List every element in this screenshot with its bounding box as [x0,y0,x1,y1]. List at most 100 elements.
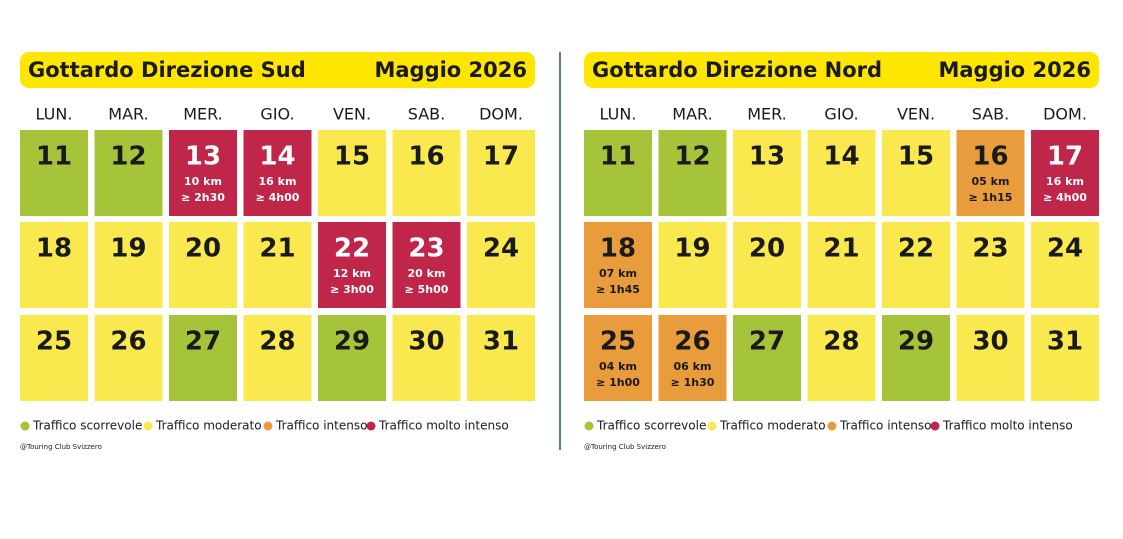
legend-swatch [707,421,717,431]
day-cell: 20 [733,222,801,308]
title-bar [20,52,535,88]
day-background [1031,315,1099,401]
legend-swatch [930,421,940,431]
day-background [392,130,461,216]
day-background [243,222,312,308]
day-background [956,130,1025,216]
day-number: 14 [259,142,295,172]
day-number: 29 [898,327,934,357]
day-number: 14 [823,142,859,172]
day-cell: 21 [807,222,876,308]
day-km: 20 km [408,267,446,280]
day-background [467,130,535,216]
day-background [243,315,312,401]
day-cell: 23 20 km ≥ 5h00 [392,222,461,308]
day-number: 25 [36,327,72,357]
day-number: 31 [1047,327,1083,357]
day-background [169,130,237,216]
day-background [658,315,727,401]
day-background [1031,130,1099,216]
weekday-label: VEN. [333,105,371,124]
day-number: 18 [600,234,636,264]
day-cell: 26 06 km ≥ 1h30 [658,315,727,401]
day-number: 11 [36,142,72,172]
legend-label: Traffico molto intenso [378,419,509,433]
day-cell: 14 16 km ≥ 4h00 [243,130,312,216]
day-number: 13 [749,142,785,172]
day-background [733,315,801,401]
day-number: 25 [600,327,636,357]
day-background [658,222,727,308]
day-background [20,315,88,401]
day-cell: 13 [733,130,801,216]
day-background [807,315,876,401]
day-cell: 29 [882,315,950,401]
weekday-label: GIO. [824,105,858,124]
day-background [392,315,461,401]
panel-month: Maggio 2026 [374,58,527,82]
day-cell: 31 [467,315,535,401]
legend-label: Traffico moderato [719,419,826,433]
day-cell: 12 [94,130,163,216]
day-number: 11 [600,142,636,172]
day-background [584,222,652,308]
day-number: 19 [110,234,146,264]
day-cell: 13 10 km ≥ 2h30 [169,130,237,216]
day-background [882,222,950,308]
day-cell: 24 [1031,222,1099,308]
day-km: 16 km [259,175,297,188]
credit: @Touring Club Svizzero [584,443,666,451]
day-background [882,130,950,216]
legend-label: Traffico moderato [155,419,262,433]
legend-swatch [263,421,273,431]
day-cell: 11 [20,130,88,216]
legend-label: Traffico scorrevole [32,419,142,433]
day-cell: 20 [169,222,237,308]
day-number: 12 [110,142,146,172]
day-background [318,315,386,401]
day-cell: 30 [392,315,461,401]
panel-title: Gottardo Direzione Nord [592,58,882,82]
title-bar [584,52,1099,88]
weekday-label: VEN. [897,105,935,124]
day-time: ≥ 4h00 [1043,191,1087,204]
legend-swatch [143,421,153,431]
weekday-label: LUN. [600,105,637,124]
day-cell: 19 [658,222,727,308]
calendar-panel: Gottardo Direzione Nord Maggio 2026 LUN. MA… [584,52,1099,451]
day-number: 31 [483,327,519,357]
day-background [94,130,163,216]
day-background [392,222,461,308]
weekday-label: MER. [183,105,223,124]
day-number: 22 [898,234,934,264]
day-background [584,130,652,216]
day-time: ≥ 5h00 [405,283,449,296]
day-number: 12 [674,142,710,172]
day-cell: 27 [733,315,801,401]
day-time: ≥ 1h00 [596,376,640,389]
weekday-label: MAR. [108,105,148,124]
day-number: 21 [259,234,295,264]
day-number: 29 [334,327,370,357]
day-number: 26 [110,327,146,357]
day-km: 10 km [184,175,222,188]
day-cell: 24 [467,222,535,308]
day-number: 13 [185,142,221,172]
day-number: 19 [674,234,710,264]
legend-swatch [584,421,594,431]
day-km: 16 km [1046,175,1084,188]
day-number: 23 [408,234,444,264]
day-cell: 18 [20,222,88,308]
day-background [169,222,237,308]
day-background [94,222,163,308]
legend-swatch [827,421,837,431]
weekday-label: GIO. [260,105,294,124]
day-cell: 28 [243,315,312,401]
day-cell: 16 [392,130,461,216]
day-background [807,130,876,216]
day-km: 07 km [599,267,637,280]
panel-title: Gottardo Direzione Sud [28,58,306,82]
day-cell: 25 04 km ≥ 1h00 [584,315,652,401]
